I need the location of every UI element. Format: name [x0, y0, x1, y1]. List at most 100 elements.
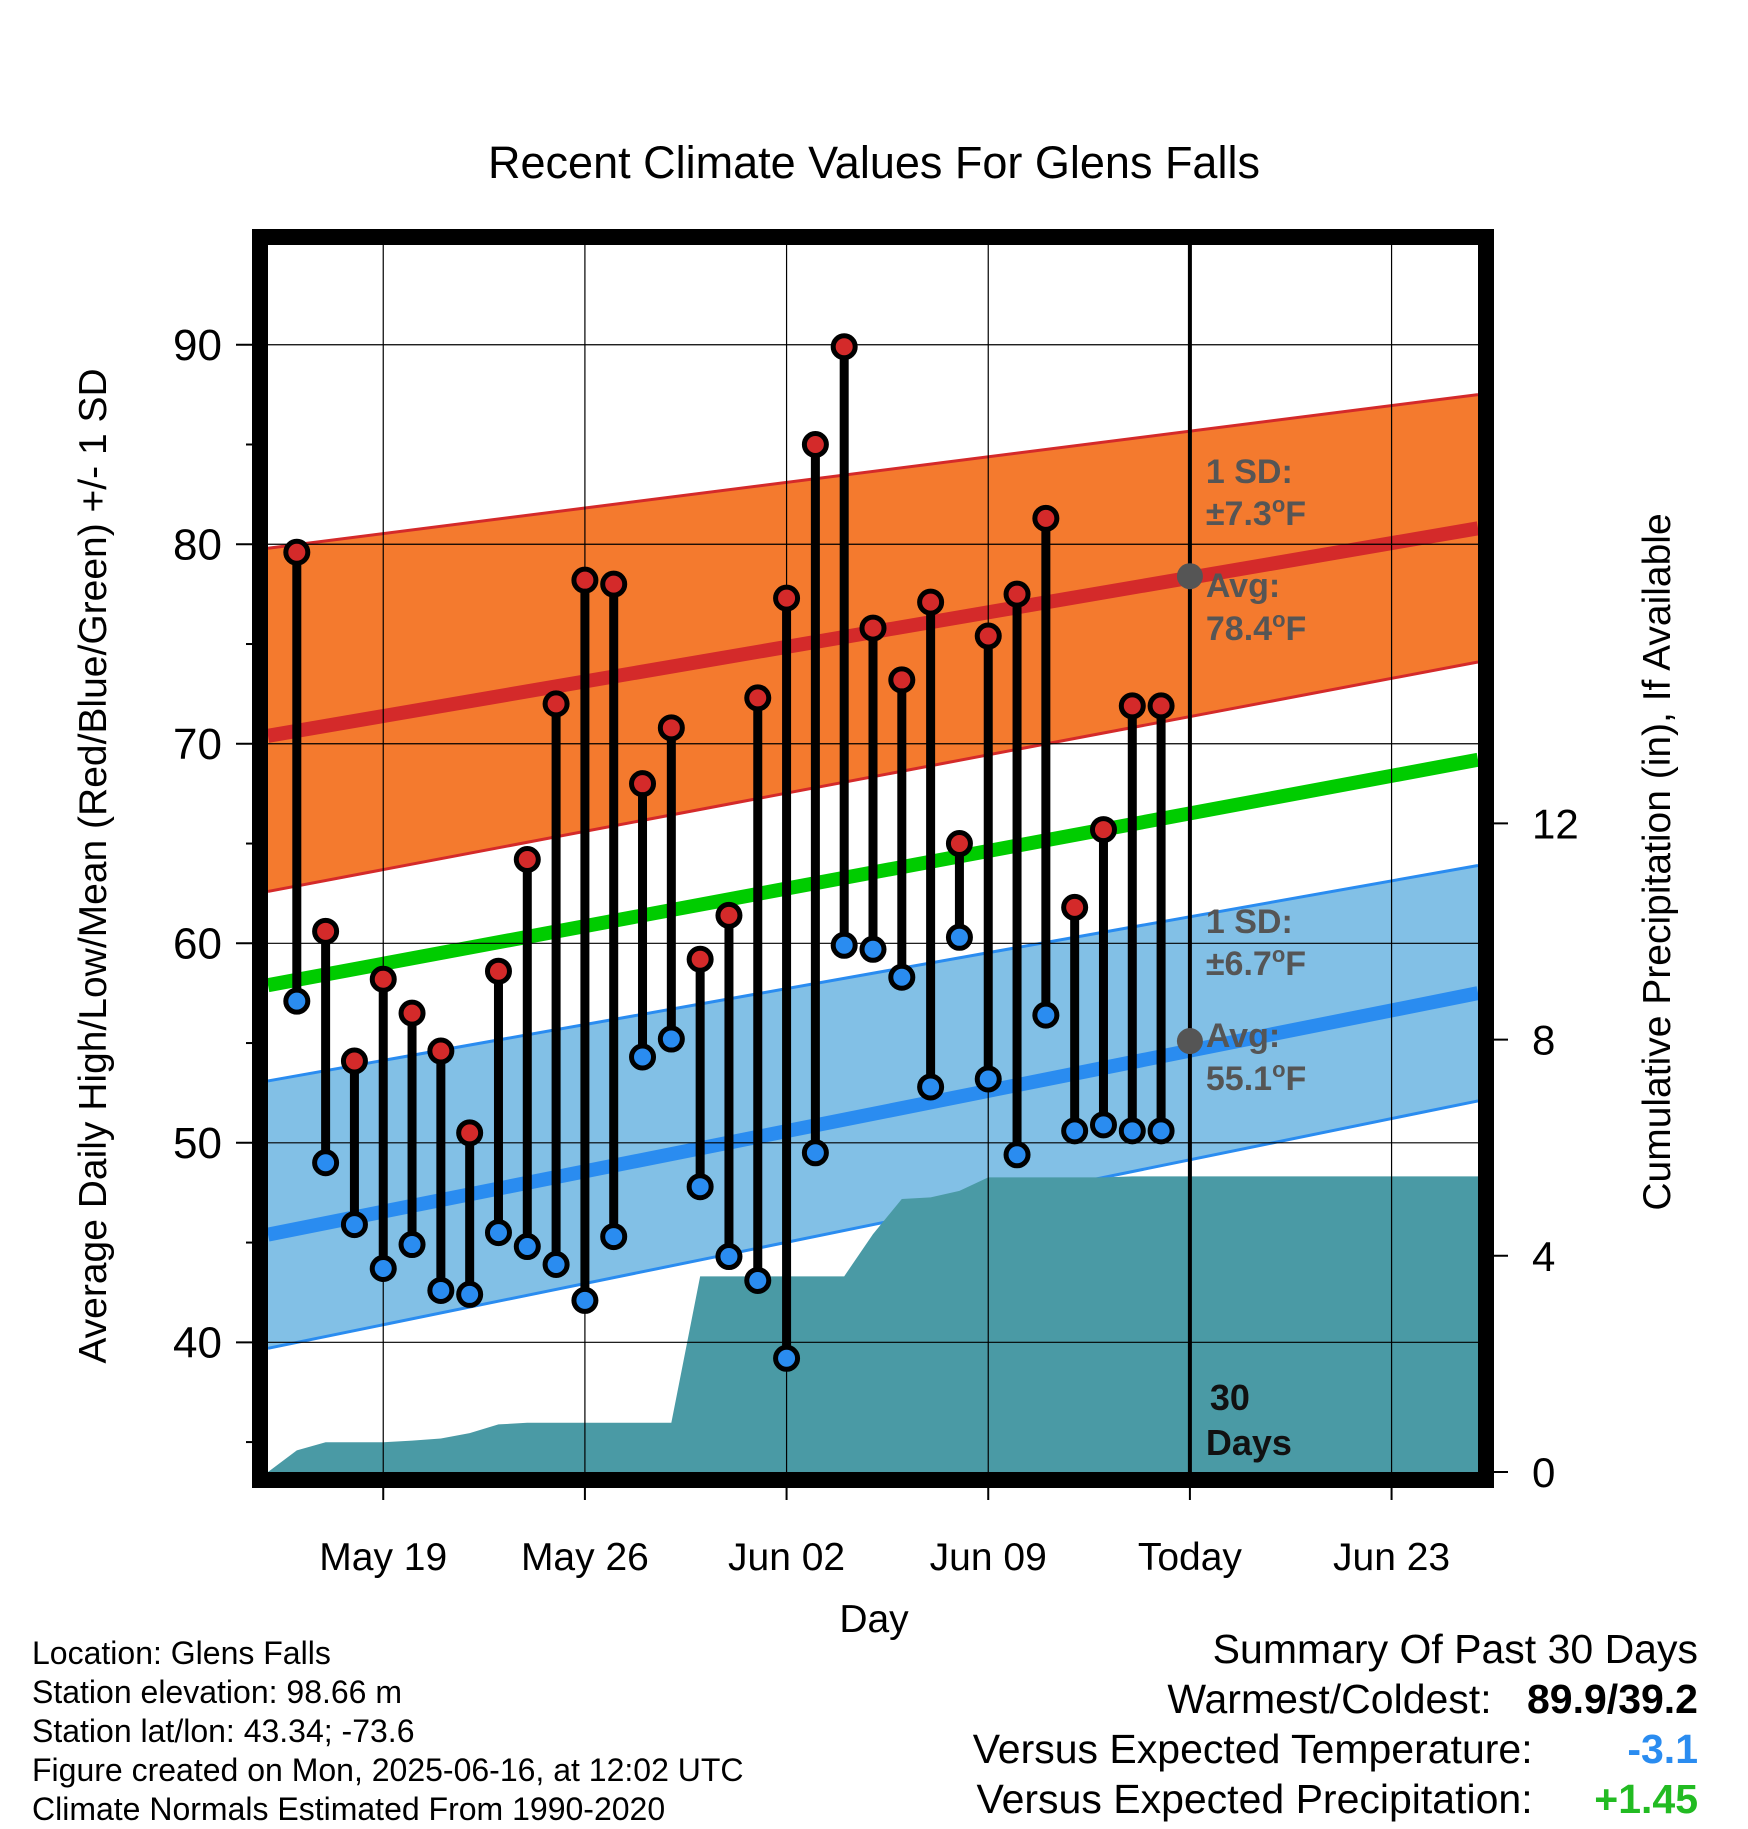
daily-low-point [629, 1043, 657, 1071]
daily-low-point [1147, 1117, 1175, 1145]
axes: May 19 May 26 Jun 02 Jun 09 Today Jun 2340506… [173, 229, 1579, 1579]
daily-low-point [1003, 1141, 1031, 1169]
daily-high-point [427, 1037, 455, 1065]
daily-high-point [744, 684, 772, 712]
high-sd-value: ±7.3oF [1206, 492, 1306, 533]
location-text: Location: Glens Falls [32, 1635, 331, 1671]
daily-high-point [456, 1119, 484, 1147]
x-tick-label: Jun 02 [728, 1536, 845, 1579]
x-tick-label: Today [1138, 1536, 1243, 1579]
high-sd-upper-line [267, 393, 1479, 550]
daily-high-point [686, 945, 714, 973]
daily-high-point [657, 714, 685, 742]
daily-low-point [484, 1219, 512, 1247]
temp-anomaly-label: Versus Expected Temperature: [972, 1726, 1533, 1772]
low-sd-value: ±6.7oF [1206, 942, 1306, 983]
daily-low-point [859, 935, 887, 963]
daily-high-point [1032, 504, 1060, 532]
daily-low-point [1061, 1117, 1089, 1145]
daily-low-point [513, 1233, 541, 1261]
y2-tick-label: 4 [1532, 1233, 1555, 1280]
daily-low-point [974, 1065, 1002, 1093]
y-tick-label: 70 [173, 720, 222, 769]
daily-low-point [945, 923, 973, 951]
daily-high-point [773, 584, 801, 612]
x-axis-label: Day [839, 1598, 909, 1641]
x-tick-label: May 26 [521, 1536, 649, 1579]
daily-high-point [801, 431, 829, 459]
today-high-normal-marker [1176, 563, 1203, 590]
daily-high-point [974, 622, 1002, 650]
daily-high-point [1147, 692, 1175, 720]
daily-low-point [283, 987, 311, 1015]
daily-low-point [398, 1231, 426, 1259]
y-tick-label: 40 [173, 1318, 222, 1367]
daily-high-point [859, 614, 887, 642]
temp-anomaly-value: -3.1 [1627, 1726, 1698, 1772]
daily-low-point [571, 1286, 599, 1314]
daily-low-point [312, 1149, 340, 1177]
daily-high-point [888, 666, 916, 694]
daily-low-point [600, 1223, 628, 1251]
summary-warmest-row: Warmest/Coldest: 89.9/39.2 [973, 1674, 1698, 1724]
low-sd-upper-line [267, 864, 1479, 1083]
daily-high-point [283, 538, 311, 566]
daily-high-point [715, 901, 743, 929]
y-axis-label: Average Daily High/Low/Mean (Red/Blue/Gr… [72, 368, 115, 1363]
daily-high-point [571, 566, 599, 594]
daily-high-point [340, 1047, 368, 1075]
summary-precip-row: Versus Expected Precipitation: +1.45 [973, 1774, 1699, 1824]
daily-low-point [1032, 1001, 1060, 1029]
daily-low-point [773, 1344, 801, 1372]
days-word-label: Days [1206, 1422, 1292, 1463]
elevation-text: Station elevation: 98.66 m [32, 1674, 403, 1710]
precip-anomaly-value: +1.45 [1594, 1776, 1698, 1822]
daily-low-point [686, 1173, 714, 1201]
daily-high-point [1089, 816, 1117, 844]
daily-low-point [1118, 1117, 1146, 1145]
daily-high-point [398, 999, 426, 1027]
days-count-label: 30 [1210, 1377, 1250, 1418]
daily-low-point [888, 963, 916, 991]
daily-low-point [1089, 1111, 1117, 1139]
latlon-text: Station lat/lon: 43.34; -73.6 [32, 1713, 415, 1749]
daily-high-point [1061, 893, 1089, 921]
daily-high-point [513, 845, 541, 873]
daily-high-point [1003, 580, 1031, 608]
warmest-value: 89.9/39.2 [1527, 1676, 1698, 1722]
warmest-label: Warmest/Coldest: [1167, 1676, 1492, 1722]
x-tick-label: Jun 09 [930, 1536, 1047, 1579]
low-sd-label: 1 SD: [1206, 903, 1293, 941]
y-tick-label: 90 [173, 321, 222, 370]
high-avg-label: Avg: [1206, 567, 1280, 605]
daily-low-point [456, 1280, 484, 1308]
y2-tick-label: 8 [1532, 1017, 1555, 1064]
y-tick-label: 80 [173, 520, 222, 569]
daily-low-point [657, 1025, 685, 1053]
y2-tick-label: 0 [1532, 1449, 1555, 1496]
daily-low-point [715, 1243, 743, 1271]
daily-high-point [600, 570, 628, 598]
x-tick-label: Jun 23 [1333, 1536, 1450, 1579]
daily-high-point [629, 770, 657, 798]
low-avg-value: 55.1oF [1206, 1057, 1306, 1098]
daily-high-point [830, 333, 858, 361]
high-sd-label: 1 SD: [1206, 453, 1293, 491]
normals-text: Climate Normals Estimated From 1990-2020 [32, 1791, 666, 1827]
chart-title: Recent Climate Values For Glens Falls [488, 137, 1260, 188]
precipitation-area [268, 1176, 1478, 1472]
daily-low-point [427, 1276, 455, 1304]
daily-low-point [744, 1266, 772, 1294]
daily-low-point [830, 931, 858, 959]
x-tick-label: May 19 [319, 1536, 447, 1579]
y2-tick-label: 12 [1532, 800, 1579, 847]
daily-low-point [340, 1211, 368, 1239]
summary-panel: Summary Of Past 30 Days Warmest/Coldest:… [973, 1624, 1698, 1824]
y-tick-label: 50 [173, 1119, 222, 1168]
daily-high-point [369, 965, 397, 993]
plot-frame [252, 229, 1494, 1488]
daily-high-point [1118, 692, 1146, 720]
created-text: Figure created on Mon, 2025-06-16, at 12… [32, 1752, 744, 1788]
